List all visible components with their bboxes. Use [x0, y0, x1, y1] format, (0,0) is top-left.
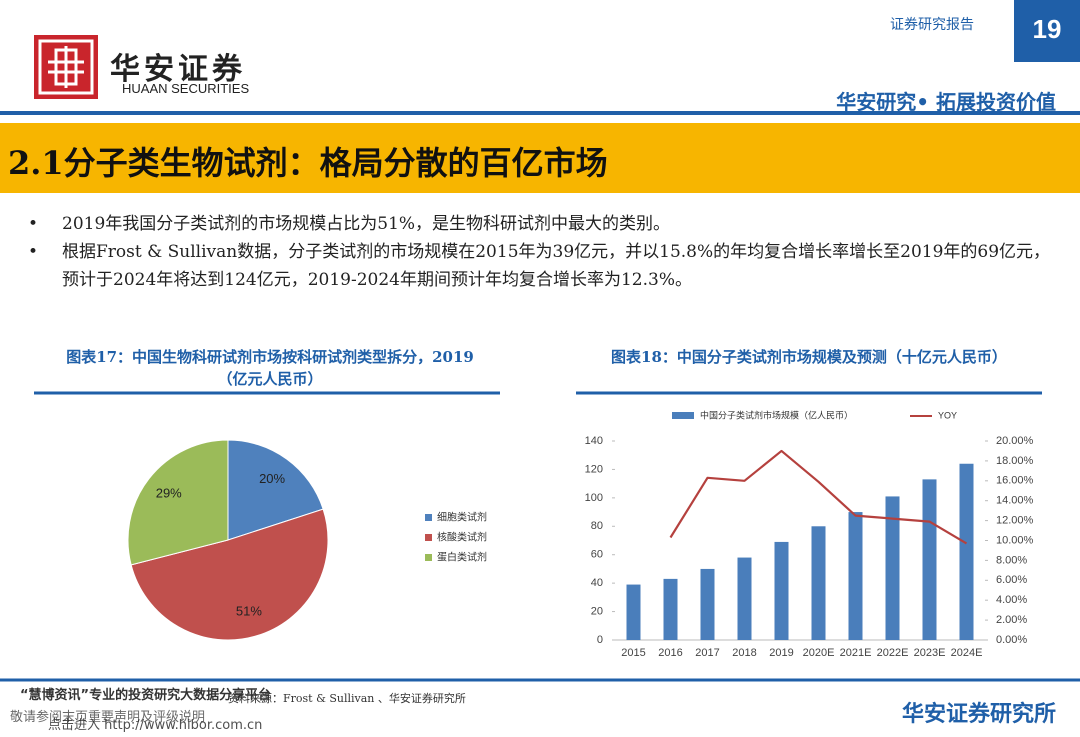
watermark: 敬请参阅末页重要声明及评级说明: [10, 710, 206, 725]
brand-en: HUAAN SECURITIES: [122, 81, 250, 96]
y2-tick-label: 6.00%: [996, 574, 1027, 586]
y2-tick-label: 20.00%: [996, 435, 1034, 447]
pie-slice: [130, 508, 329, 641]
bullets: • 2019年我国分子类试剂的市场规模占比为51%，是生物科研试剂中最大的类别。 …: [28, 210, 1058, 294]
y-tick-label: 80: [591, 520, 603, 532]
legend-label: YOY: [938, 410, 957, 420]
line: [669, 449, 968, 545]
y-tick-label: 40: [591, 577, 603, 589]
legend-swatch: [425, 554, 432, 561]
brand-cn: 华安证券: [110, 52, 246, 87]
slogan: 华安研究• 拓展投资价值: [836, 90, 1056, 114]
page-number: 19: [1032, 14, 1062, 44]
bar: [626, 584, 641, 640]
bar: [737, 557, 752, 640]
section-title: 2.1分子类生物试剂：格局分散的百亿市场: [8, 144, 608, 182]
data-label: 51%: [236, 603, 262, 618]
watermark: 点击进入 http://www.hibor.com.cn: [48, 718, 263, 733]
y2-tick-label: 16.00%: [996, 475, 1034, 487]
bar: [922, 479, 937, 640]
legend-swatch: [425, 514, 432, 521]
legend-label: 细胞类试剂: [437, 511, 487, 524]
bar: [848, 512, 863, 640]
watermark: “慧博资讯”专业的投资研究大数据分享平台: [20, 688, 272, 703]
legend-swatch: [672, 412, 694, 419]
logo-pattern: [38, 39, 94, 95]
y2-tick-label: 12.00%: [996, 515, 1034, 527]
x-tick-label: 2022E: [877, 647, 909, 659]
bar: [774, 541, 789, 640]
y2-tick-label: 14.00%: [996, 495, 1034, 507]
y-tick-label: 140: [585, 435, 603, 447]
footer-org: 华安证券研究所: [901, 702, 1056, 727]
bullet-text: 根据Frost & Sullivan数据，分子类试剂的市场规模在2015年为39…: [62, 242, 1051, 290]
x-tick-label: 2017: [695, 647, 719, 659]
y2-tick-label: 10.00%: [996, 534, 1034, 546]
pie-slice: [227, 439, 324, 541]
legend-label: 蛋白类试剂: [437, 551, 487, 564]
chart-title: 图表17：中国生物科研试剂市场按科研试剂类型拆分，2019（亿元人民币）: [66, 348, 474, 388]
bullet-text: 2019年我国分子类试剂的市场规模占比为51%，是生物科研试剂中最大的类别。: [62, 214, 671, 234]
report-type: 证券研究报告: [890, 17, 974, 33]
y-tick-label: 100: [585, 492, 603, 504]
logo-pattern: [48, 46, 84, 88]
chart-title: 图表18：中国分子类试剂市场规模及预测（十亿元人民币）: [611, 348, 1007, 366]
y2-tick-label: 0.00%: [996, 634, 1027, 646]
x-tick-label: 2019: [769, 647, 793, 659]
legend-label: 中国分子类试剂市场规模（亿人民币）: [700, 409, 853, 420]
y2-tick-label: 4.00%: [996, 594, 1027, 606]
y-tick-label: 60: [591, 549, 603, 561]
y2-tick-label: 18.00%: [996, 455, 1034, 467]
bullet: • 根据Frost & Sullivan数据，分子类试剂的市场规模在2015年为3…: [28, 238, 1058, 294]
bar: [959, 463, 974, 640]
x-tick-label: 2015: [621, 647, 645, 659]
x-tick-label: 2023E: [914, 647, 946, 659]
bar: [700, 568, 715, 640]
page-box: [1014, 0, 1080, 62]
pie-slice: [127, 439, 229, 566]
bar: [811, 526, 826, 640]
x-tick-label: 2020E: [803, 647, 835, 659]
x-tick-label: 2016: [658, 647, 682, 659]
legend-label: 核酸类试剂: [437, 531, 487, 544]
data-label: 29%: [156, 485, 182, 500]
title-band: [0, 123, 1080, 193]
x-tick-label: 2024E: [951, 647, 983, 659]
y-tick-label: 120: [585, 463, 603, 475]
bar: [663, 578, 678, 640]
y-tick-label: 20: [591, 605, 603, 617]
x-tick-label: 2018: [732, 647, 756, 659]
x-tick-label: 2021E: [840, 647, 872, 659]
charts: 20% 细胞类试剂 51% 核酸类试剂 29% 蛋白类试剂 0 20 40 60 80 100 120 1…: [127, 409, 1034, 659]
legend-swatch: [425, 534, 432, 541]
y-tick-label: 0: [597, 634, 603, 646]
bar: [885, 496, 900, 640]
bullet: • 2019年我国分子类试剂的市场规模占比为51%，是生物科研试剂中最大的类别。: [28, 210, 1058, 238]
data-label: 20%: [259, 471, 285, 486]
source: 资料来源：Frost & Sullivan 、华安证券研究所: [228, 692, 466, 705]
y2-tick-label: 2.00%: [996, 614, 1027, 626]
y2-tick-label: 8.00%: [996, 554, 1027, 566]
